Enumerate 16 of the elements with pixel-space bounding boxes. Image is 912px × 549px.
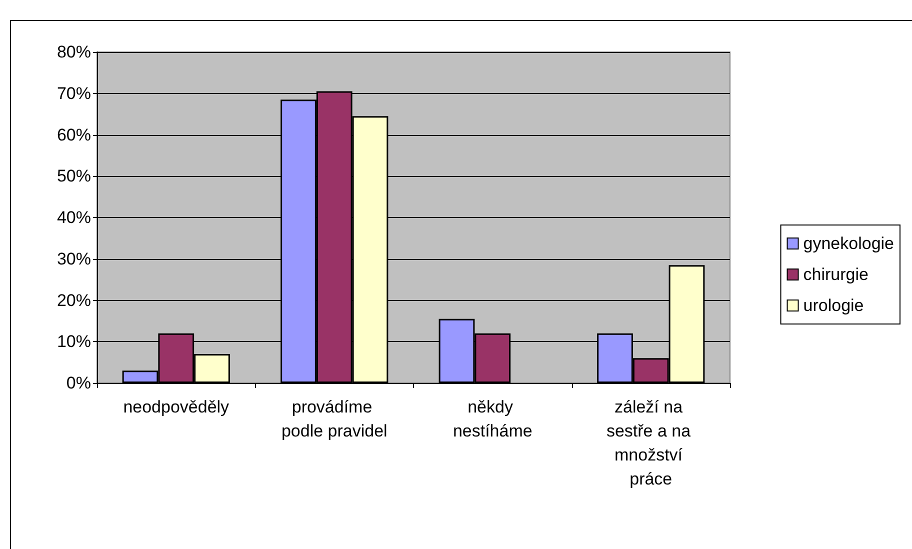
y-tick-label: 70% xyxy=(56,84,91,103)
y-tick-label: 30% xyxy=(56,249,91,268)
x-tick-label: neodpověděly xyxy=(123,398,230,416)
x-tick-label: provádíme podle pravidel xyxy=(281,398,388,440)
y-tick-label: 80% xyxy=(56,42,91,62)
y-tick-label: 60% xyxy=(56,125,91,144)
y-tick-label: 20% xyxy=(56,290,91,310)
legend-label: gynekologie xyxy=(803,234,894,253)
y-tick-label: 0% xyxy=(66,374,91,392)
y-tick-label: 40% xyxy=(56,208,91,227)
legend-label: urologie xyxy=(803,296,864,315)
x-tick-label: někdy nestíháme xyxy=(452,398,532,440)
x-tick-label: záleží na sestře a na množství práce xyxy=(606,398,696,488)
y-tick-label: 50% xyxy=(56,166,91,186)
legend-label: chirurgie xyxy=(803,265,868,284)
y-tick-label: 10% xyxy=(56,332,91,352)
